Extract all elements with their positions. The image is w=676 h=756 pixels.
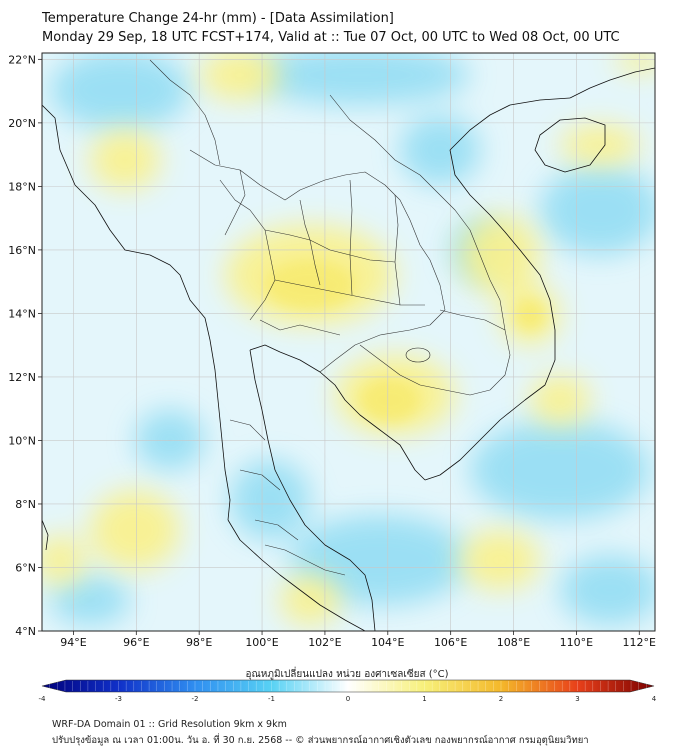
lat-tick-label: 12°N bbox=[8, 371, 36, 384]
latitude-ticks: 4°N 6°N 8°N 10°N 12°N 14°N 16°N 18°N 20°N 22°N bbox=[8, 53, 42, 638]
temperature-change-map: 4°N 6°N 8°N 10°N 12°N 14°N 16°N 18°N 20°N 22°N 94… bbox=[8, 52, 656, 649]
lon-tick-label: 98°E bbox=[186, 636, 212, 649]
map-title: Temperature Change 24-hr (mm) - [Data As… bbox=[42, 11, 394, 26]
lon-tick-label: 112°E bbox=[623, 636, 656, 649]
footer-credit: ปรับปรุงข้อมูล ณ เวลา 01:00น. วัน อ. ที่… bbox=[52, 735, 589, 746]
lat-tick-label: 14°N bbox=[8, 307, 36, 320]
colorbar: อุณหภูมิเปลี่ยนแปลง หน่วย องศาเซลเซียส (… bbox=[39, 666, 657, 703]
map-subtitle: Monday 29 Sep, 18 UTC FCST+174, Valid at… bbox=[42, 30, 620, 45]
colorbar-tick-label: 1 bbox=[422, 695, 426, 703]
lon-tick-label: 108°E bbox=[497, 636, 530, 649]
colorbar-tick-label: -4 bbox=[39, 695, 47, 703]
lon-tick-label: 110°E bbox=[560, 636, 593, 649]
lon-tick-label: 96°E bbox=[123, 636, 149, 649]
lon-tick-label: 94°E bbox=[60, 636, 86, 649]
footer-model-info: WRF-DA Domain 01 :: Grid Resolution 9km … bbox=[52, 719, 287, 730]
colorbar-tick-label: 2 bbox=[499, 695, 503, 703]
graticule bbox=[42, 53, 655, 631]
colorbar-ticks: -4 -3 -2 -1 0 1 2 3 4 bbox=[39, 695, 657, 703]
lat-tick-label: 4°N bbox=[15, 625, 36, 638]
colorbar-segments bbox=[49, 681, 647, 691]
colorbar-label: อุณหภูมิเปลี่ยนแปลง หน่วย องศาเซลเซียส (… bbox=[245, 666, 448, 680]
coastlines bbox=[42, 67, 655, 631]
lat-tick-label: 18°N bbox=[8, 180, 36, 193]
colorbar-tick-label: 0 bbox=[346, 695, 350, 703]
lon-tick-label: 104°E bbox=[371, 636, 404, 649]
lat-tick-label: 22°N bbox=[8, 53, 36, 66]
colorbar-tick-label: -2 bbox=[192, 695, 199, 703]
tonle-sap-lake bbox=[405, 347, 431, 363]
lat-tick-label: 20°N bbox=[8, 117, 36, 130]
longitude-ticks: 94°E 96°E 98°E 100°E 102°E 104°E 106°E 108°E 110… bbox=[60, 631, 656, 649]
colorbar-tick-label: 4 bbox=[652, 695, 657, 703]
colorbar-tick-label: -1 bbox=[268, 695, 275, 703]
lat-tick-label: 6°N bbox=[15, 561, 36, 574]
lon-tick-label: 106°E bbox=[434, 636, 467, 649]
map-frame bbox=[41, 52, 656, 632]
colorbar-tick-label: -3 bbox=[115, 695, 122, 703]
lat-tick-label: 8°N bbox=[15, 498, 36, 511]
map-field bbox=[42, 53, 655, 631]
lon-tick-label: 100°E bbox=[245, 636, 278, 649]
admin-borders bbox=[149, 59, 511, 576]
lat-tick-label: 16°N bbox=[8, 244, 36, 257]
lat-tick-label: 10°N bbox=[8, 434, 36, 447]
colorbar-tick-label: 3 bbox=[575, 695, 579, 703]
lon-tick-label: 102°E bbox=[308, 636, 341, 649]
